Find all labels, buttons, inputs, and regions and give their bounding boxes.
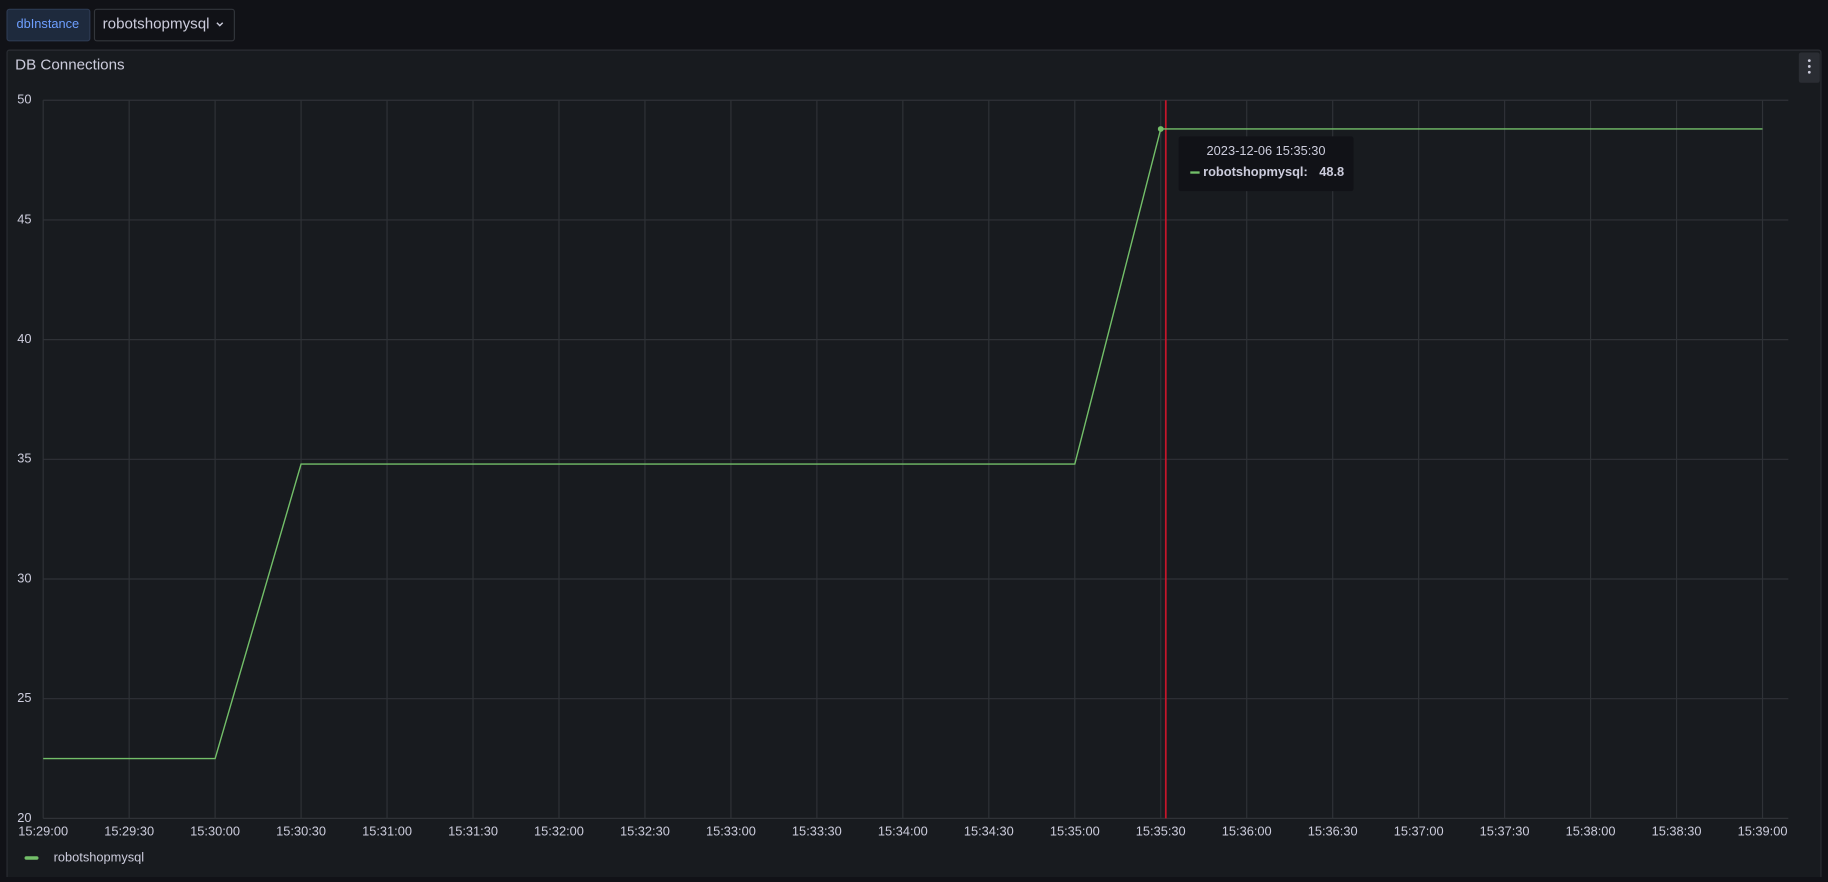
x-tick-label: 15:29:30	[104, 824, 154, 839]
tooltip-time: 2023-12-06 15:35:30	[1207, 143, 1326, 158]
x-tick-label: 15:35:00	[1050, 824, 1100, 839]
y-tick-label: 20	[17, 810, 31, 825]
x-tick-label: 15:32:00	[534, 824, 584, 839]
tooltip-label: robotshopmysql:	[1203, 164, 1308, 179]
x-tick-label: 15:38:30	[1652, 824, 1702, 839]
x-tick-label: 15:30:30	[276, 824, 326, 839]
x-tick-label: 15:33:30	[792, 824, 842, 839]
variable-value[interactable]: robotshopmysql	[103, 15, 210, 32]
x-tick-label: 15:30:00	[190, 824, 240, 839]
menu-dots	[1807, 59, 1811, 74]
x-tick-label: 15:31:30	[448, 824, 498, 839]
x-tick-label: 15:29:00	[18, 824, 68, 839]
y-tick-label: 25	[17, 690, 31, 705]
variable-dropdown[interactable]	[93, 8, 235, 42]
x-tick-label: 15:36:00	[1222, 824, 1272, 839]
legend-swatch	[24, 856, 39, 860]
tooltip-value: 48.8	[1319, 164, 1344, 179]
hover-point	[1157, 126, 1164, 132]
x-tick-label: 15:35:30	[1136, 824, 1186, 839]
y-tick-label: 35	[17, 451, 31, 466]
x-tick-label: 15:32:30	[620, 824, 670, 839]
x-tick-label: 15:31:00	[362, 824, 412, 839]
series-line	[43, 128, 1763, 760]
y-tick-label: 30	[17, 570, 31, 585]
tooltip	[1178, 136, 1354, 192]
variable-label: dbInstance	[16, 16, 79, 31]
dropdown-chevron	[216, 22, 224, 27]
x-tick-label: 15:33:00	[706, 824, 756, 839]
x-tick-label: 15:34:30	[964, 824, 1014, 839]
x-tick-label: 15:37:30	[1480, 824, 1530, 839]
variable-label-box	[6, 8, 91, 42]
tooltip-swatch	[1190, 171, 1200, 174]
x-tick-label: 15:38:00	[1566, 824, 1616, 839]
x-tick-label: 15:34:00	[878, 824, 928, 839]
x-tick-label: 15:37:00	[1394, 824, 1444, 839]
x-tick-label: 15:36:30	[1308, 824, 1358, 839]
y-tick-label: 40	[17, 331, 31, 346]
x-tick-label: 15:39:00	[1738, 824, 1788, 839]
y-tick-label: 50	[17, 92, 31, 107]
y-tick-label: 45	[17, 211, 31, 226]
legend-label: robotshopmysql	[54, 849, 144, 864]
panel-title: DB Connections	[15, 56, 125, 73]
